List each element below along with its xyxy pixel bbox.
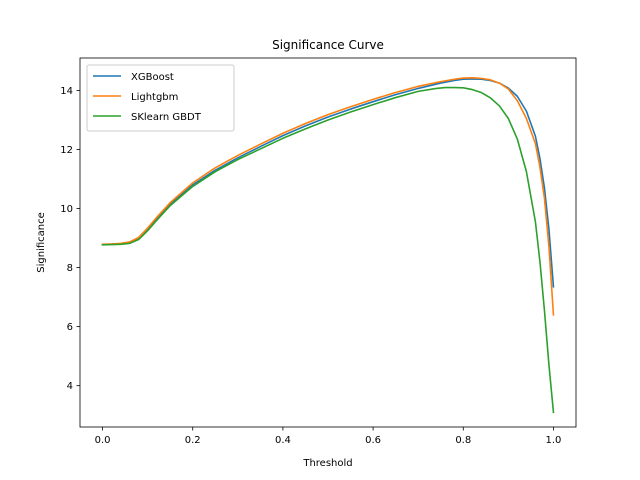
series-line-1 [101,78,555,288]
y-tick-label: 12 [60,145,73,156]
x-tick-label: 0.4 [275,435,291,446]
y-tick-label: 4 [67,381,73,392]
x-tick-label: 0.6 [365,435,381,446]
y-tick-label: 14 [60,86,73,97]
x-axis-label: Threshold [302,458,352,469]
legend-box [86,64,235,132]
x-tick-label: 0.2 [185,435,201,446]
legend-label-2: Lightgbm [131,92,178,103]
legend: XGBoost Lightgbm SKlearn GBDT [86,64,235,132]
x-tick-label: 1.0 [546,435,562,446]
y-tick-label: 6 [67,322,73,333]
plot-frame [79,57,577,428]
y-axis-ticks: 4 6 8 10 12 14 [60,86,80,392]
legend-label-1: XGBoost [131,72,174,83]
x-tick-label: 0.0 [95,435,111,446]
y-tick-label: 10 [60,204,73,215]
chart-title: Significance Curve [272,38,384,52]
plot-lines [101,76,555,414]
x-axis-ticks: 0.0 0.2 0.4 0.6 0.8 1.0 [95,427,562,446]
legend-label-3: SKlearn GBDT [131,112,202,123]
x-tick-label: 0.8 [455,435,471,446]
series-line-2 [101,76,555,316]
y-tick-label: 8 [67,263,73,274]
y-axis-label: Significance [36,212,47,273]
series-line-3 [101,86,555,414]
